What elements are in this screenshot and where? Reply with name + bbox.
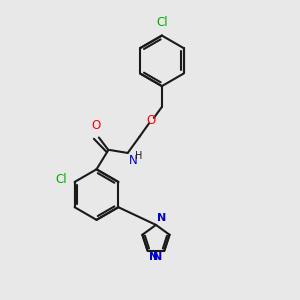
Text: N: N [157, 213, 167, 224]
Text: N: N [129, 154, 138, 167]
Text: O: O [91, 119, 100, 132]
Text: Cl: Cl [156, 16, 168, 29]
Text: H: H [135, 151, 142, 160]
Text: Cl: Cl [56, 173, 67, 186]
Text: N: N [149, 252, 159, 262]
Text: O: O [147, 114, 156, 127]
Text: N: N [153, 252, 163, 262]
